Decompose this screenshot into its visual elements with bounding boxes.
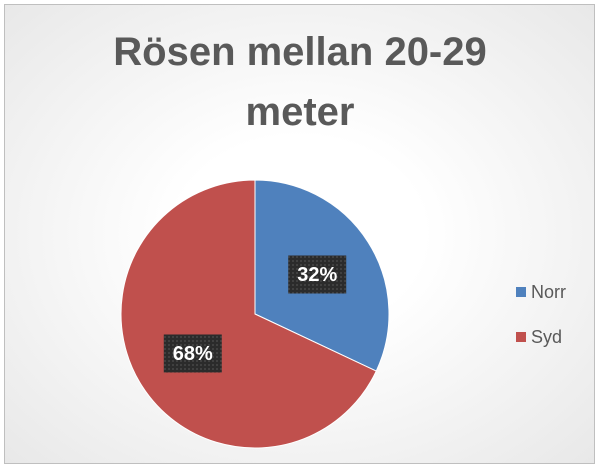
data-label: 32% [297, 264, 337, 286]
legend-label: Norr [531, 282, 566, 302]
label-box [288, 255, 347, 294]
data-label: 68% [173, 343, 213, 365]
legend-swatch [516, 332, 526, 342]
pie-slice [120, 179, 377, 449]
label-box [163, 334, 222, 373]
legend-label: Syd [531, 327, 562, 347]
legend-swatch [516, 287, 526, 297]
chart-title: Rösen mellan 20-29 meter [113, 30, 487, 134]
